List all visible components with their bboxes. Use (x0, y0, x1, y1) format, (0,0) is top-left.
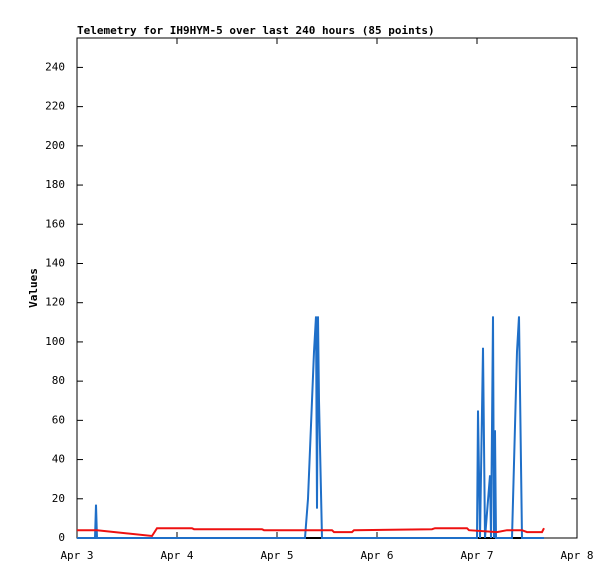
y-tick-label: 200 (45, 139, 65, 152)
y-axis-label: Values (27, 268, 40, 308)
x-tick-label: Apr 6 (360, 549, 393, 562)
x-tick-label: Apr 5 (260, 549, 293, 562)
y-tick-label: 140 (45, 256, 65, 269)
x-tick-label: Apr 8 (560, 549, 593, 562)
y-tick-label: 180 (45, 178, 65, 191)
x-tick-label: Apr 7 (460, 549, 493, 562)
y-tick-label: 40 (52, 453, 65, 466)
series-line (77, 527, 545, 538)
y-tick-label: 100 (45, 335, 65, 348)
y-tick-label: 240 (45, 60, 65, 73)
x-tick-label: Apr 4 (160, 549, 193, 562)
y-tick-label: 60 (52, 413, 65, 426)
x-tick-label: Apr 3 (60, 549, 93, 562)
y-tick-label: 120 (45, 296, 65, 309)
y-tick-label: 20 (52, 492, 65, 505)
y-tick-label: 0 (58, 531, 65, 544)
y-tick-label: 220 (45, 100, 65, 113)
series-line (77, 316, 544, 539)
y-tick-label: 160 (45, 217, 65, 230)
y-tick-label: 80 (52, 374, 65, 387)
chart-title: Telemetry for IH9HYM-5 over last 240 hou… (77, 24, 435, 37)
